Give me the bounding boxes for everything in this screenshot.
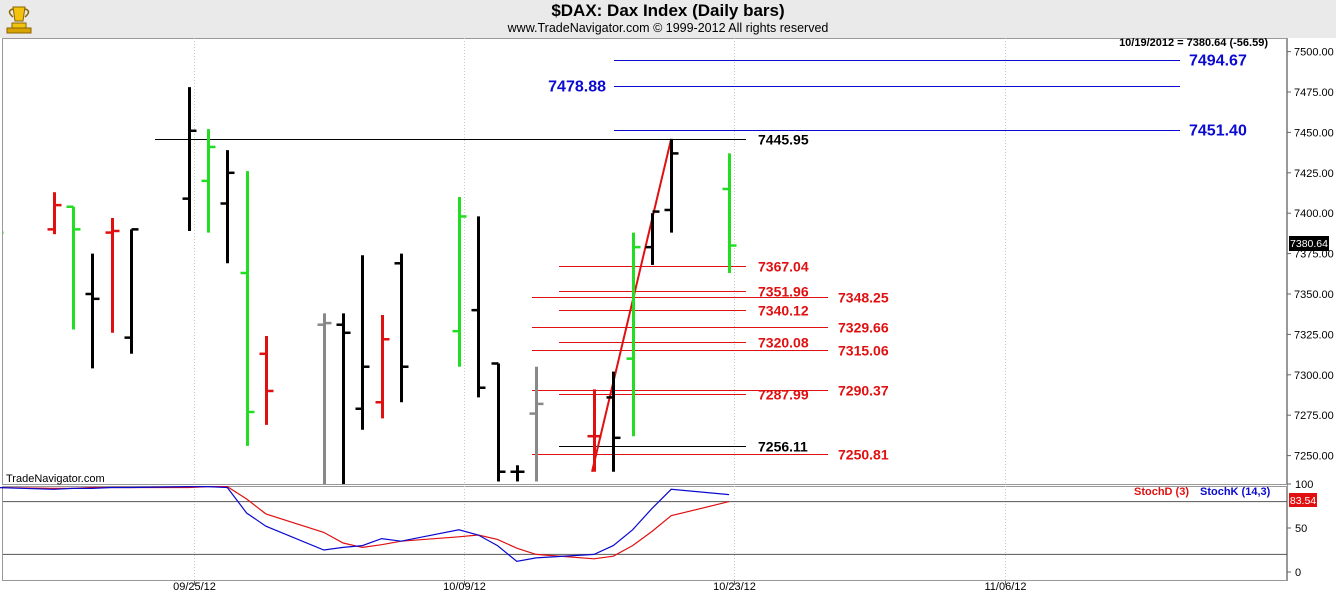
level-label: 7250.81 <box>838 447 889 463</box>
level-label: 7290.37 <box>838 383 889 399</box>
chart-header: $DAX: Dax Index (Daily bars) www.TradeNa… <box>0 0 1336 38</box>
watermark: TradeNavigator.com <box>6 473 105 485</box>
level-label: 7351.96 <box>758 284 809 300</box>
level-label: 7256.11 <box>758 439 808 455</box>
price-levels: 7494.67 7478.88 7451.40 7445.95 7367.04 7351.… <box>155 53 1247 472</box>
ohlc-bar <box>182 87 197 231</box>
level-label: 7287.99 <box>758 387 809 403</box>
level-label: 7367.04 <box>758 259 809 275</box>
ohlc-bar <box>66 205 81 330</box>
level-label: 7320.08 <box>758 335 809 351</box>
ohlc-bars <box>3 87 737 484</box>
ohlc-bar <box>529 366 544 482</box>
y-tick-label: 7300.00 <box>1294 370 1334 382</box>
last-price-label: 7380.64 <box>1290 238 1328 250</box>
ohlc-bar <box>587 389 602 472</box>
stoch-y-tick-label: 50 <box>1295 523 1307 535</box>
y-tick-label: 7400.00 <box>1294 208 1334 220</box>
axes: 09/25/12 10/09/12 10/23/12 11/06/12 7250.00 7… <box>173 47 1334 593</box>
y-tick-label: 7275.00 <box>1294 410 1334 422</box>
ohlc-bar <box>201 129 216 233</box>
x-tick-label: 10/23/12 <box>713 581 756 593</box>
ohlc-bar <box>336 313 351 484</box>
x-tick-label: 09/25/12 <box>173 581 216 593</box>
ohlc-bar <box>47 192 62 235</box>
ohlc-bar <box>645 210 660 265</box>
ohlc-bar <box>105 218 120 333</box>
level-label: 7494.67 <box>1189 53 1247 70</box>
trophy-logo-icon <box>6 6 32 34</box>
x-tick-label: 11/06/12 <box>984 581 1026 593</box>
copyright-text: www.TradeNavigator.com © 1999-2012 All r… <box>507 21 829 35</box>
price-panel-frame <box>2 38 1287 485</box>
last-price-tag: 7380.64 <box>1289 236 1329 251</box>
ohlc-bar <box>355 255 370 430</box>
y-tick-label: 7250.00 <box>1294 451 1334 463</box>
x-tick-label: 10/09/12 <box>443 581 486 593</box>
ohlc-bar <box>664 138 679 233</box>
level-label: 7478.88 <box>548 79 606 96</box>
ohlc-bar <box>722 153 737 273</box>
y-tick-label: 7325.00 <box>1294 329 1334 341</box>
y-tick-label: 7350.00 <box>1294 289 1334 301</box>
ohlc-bar <box>510 465 525 482</box>
chart-title: $DAX: Dax Index (Daily bars) <box>551 1 785 20</box>
ohlc-bar <box>375 315 390 419</box>
y-tick-label: 7475.00 <box>1294 87 1334 99</box>
stoch-panel-frame <box>2 486 1287 581</box>
ohlc-bar <box>394 253 409 403</box>
level-label: 7348.25 <box>838 290 889 306</box>
trendline <box>591 138 673 472</box>
grid <box>194 38 1006 581</box>
ohlc-bar <box>124 228 139 354</box>
ohlc-bar <box>259 336 274 425</box>
stoch-y-tick-label: 0 <box>1295 567 1301 579</box>
level-label: 7340.12 <box>758 303 809 319</box>
stoch-value-label: 83.54 <box>1290 495 1316 507</box>
y-tick-label: 7375.00 <box>1294 249 1334 261</box>
level-label: 7329.66 <box>838 320 889 336</box>
ohlc-bar <box>491 362 506 482</box>
stochastic-panel: StochD (3) StochK (14,3) <box>0 486 1287 563</box>
y-tick-label: 7425.00 <box>1294 168 1334 180</box>
level-label: 7451.40 <box>1189 123 1247 140</box>
ohlc-bar <box>317 313 332 484</box>
legend-stoch-k: StochK (14,3) <box>1200 486 1271 498</box>
ohlc-bar <box>220 150 235 264</box>
ohlc-bar <box>626 232 641 437</box>
legend-stoch-d: StochD (3) <box>1134 486 1189 498</box>
ohlc-bar <box>606 371 621 472</box>
level-label: 7445.95 <box>758 132 809 148</box>
stoch-y-tick-label: 100 <box>1295 479 1313 491</box>
ohlc-bar <box>85 253 100 369</box>
stoch-k-line <box>0 486 730 563</box>
level-label: 7315.06 <box>838 343 889 359</box>
stoch-d-line <box>0 486 730 560</box>
y-tick-label: 7450.00 <box>1294 127 1334 139</box>
ohlc-bar <box>240 171 255 446</box>
ohlc-bar <box>471 216 486 398</box>
y-tick-label: 7500.00 <box>1294 47 1334 59</box>
stoch-value-tag: 83.54 <box>1289 493 1317 507</box>
ohlc-bar <box>452 197 467 367</box>
info-label: 10/19/2012 = 7380.64 (-56.59) <box>1119 37 1268 49</box>
